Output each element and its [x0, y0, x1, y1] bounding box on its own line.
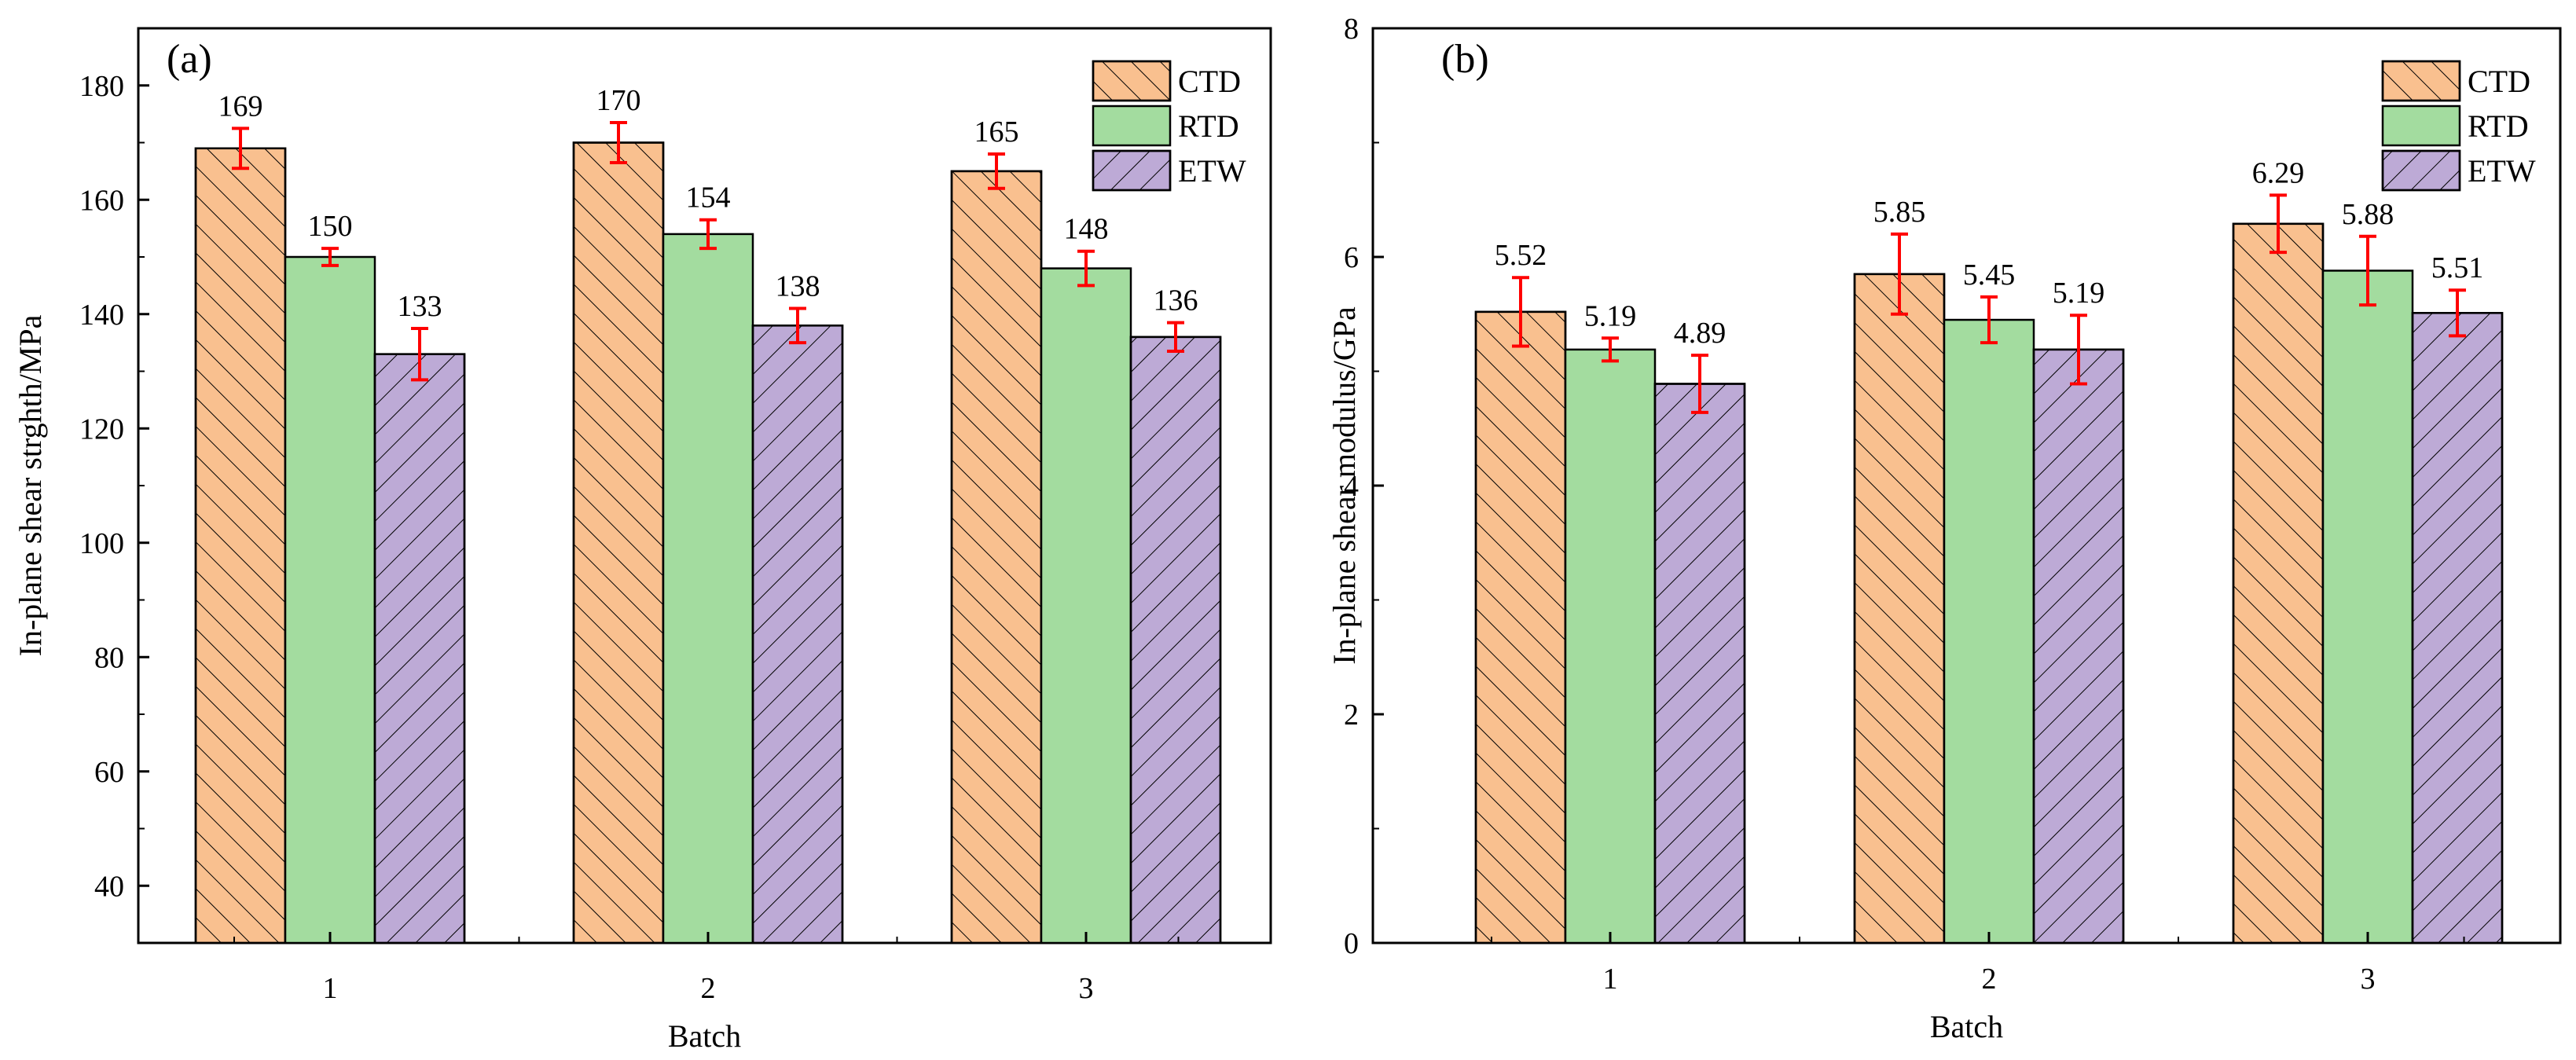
- value-label-etw-batch-2: 5.19: [2053, 277, 2105, 310]
- bar-hatch-etw-batch-2: [751, 325, 844, 944]
- y-tick-label: 8: [1344, 13, 1359, 46]
- y-tick-label: 4: [1344, 470, 1359, 503]
- y-tick-label: 120: [79, 413, 124, 446]
- bar-rtd-batch-3: [1040, 267, 1132, 944]
- y-axis-title: In-plane shear modulus/GPa: [1327, 306, 1362, 665]
- legend-label-ctd: CTD: [2468, 64, 2530, 99]
- y-tick-label: 40: [94, 870, 124, 903]
- bar-hatch-ctd-batch-1: [194, 147, 287, 944]
- bar-hatch-etw-batch-3: [1129, 336, 1222, 944]
- value-label-rtd-batch-2: 5.45: [1963, 259, 2016, 292]
- x-tick-label: 3: [1079, 972, 1094, 1005]
- chart-panel-a: 40 60 80 100 120 140 160 180 169 150 133 1 170 154 138…: [13, 27, 1272, 1054]
- legend-label-etw: ETW: [2468, 153, 2536, 189]
- value-label-etw-batch-3: 5.51: [2431, 251, 2484, 284]
- value-label-ctd-batch-2: 5.85: [1873, 196, 1926, 229]
- chart-panel-b: 0 2 4 6 8 5.52 5.19 4.89 1 5.85 5.45 5.19 2 6.29 5.88 5…: [1327, 13, 2562, 1044]
- value-label-ctd-batch-1: 5.52: [1495, 239, 1547, 272]
- value-label-etw-batch-2: 138: [776, 270, 820, 303]
- legend-label-etw: ETW: [1178, 153, 1246, 189]
- bar-hatch-etw-batch-3: [2411, 312, 2504, 944]
- value-label-rtd-batch-1: 5.19: [1584, 299, 1637, 332]
- value-label-etw-batch-1: 4.89: [1674, 317, 1727, 350]
- value-label-ctd-batch-1: 169: [218, 90, 263, 123]
- y-tick-label: 0: [1344, 927, 1359, 960]
- value-label-rtd-batch-2: 154: [686, 182, 731, 215]
- x-tick-label: 1: [1603, 963, 1618, 996]
- bar-hatch-ctd-batch-2: [1853, 273, 1946, 944]
- x-tick-label: 1: [323, 972, 338, 1005]
- x-tick-label: 3: [2361, 963, 2376, 996]
- value-label-rtd-batch-1: 150: [308, 210, 353, 243]
- value-label-ctd-batch-3: 165: [974, 116, 1019, 149]
- legend-label-rtd: RTD: [1178, 108, 1239, 144]
- bar-rtd-batch-1: [1564, 348, 1657, 944]
- value-label-etw-batch-3: 136: [1154, 284, 1198, 317]
- x-axis-title: Batch: [668, 1018, 741, 1054]
- y-tick-label: 100: [79, 527, 124, 560]
- bar-hatch-ctd-batch-3: [950, 170, 1043, 944]
- panel-label: (b): [1441, 37, 1489, 82]
- legend-swatch-hatch-ctd: [2381, 60, 2461, 102]
- y-tick-label: 180: [79, 70, 124, 103]
- bar-rtd-batch-2: [1943, 318, 2035, 944]
- value-label-etw-batch-1: 133: [398, 290, 442, 323]
- legend-label-ctd: CTD: [1178, 64, 1241, 99]
- y-tick-label: 140: [79, 299, 124, 332]
- y-tick-label: 6: [1344, 241, 1359, 274]
- legend-swatch-hatch-ctd: [1092, 60, 1172, 102]
- bar-hatch-ctd-batch-1: [1474, 310, 1567, 944]
- legend-swatch-hatch-etw: [2381, 149, 2461, 192]
- x-axis-title: Batch: [1930, 1009, 2003, 1044]
- bar-hatch-ctd-batch-2: [572, 141, 665, 944]
- bar-hatch-etw-batch-1: [373, 353, 466, 944]
- value-label-ctd-batch-2: 170: [596, 84, 641, 117]
- bar-rtd-batch-1: [284, 255, 376, 944]
- value-label-rtd-batch-3: 148: [1064, 213, 1109, 246]
- y-tick-label: 2: [1344, 699, 1359, 732]
- y-tick-label: 60: [94, 756, 124, 789]
- legend-swatch-rtd: [1092, 105, 1172, 147]
- bar-rtd-batch-2: [662, 233, 754, 944]
- bar-rtd-batch-3: [2321, 270, 2414, 944]
- panel-label: (a): [167, 37, 212, 82]
- legend-swatch-hatch-etw: [1092, 149, 1172, 192]
- legend-swatch-rtd: [2381, 105, 2461, 147]
- y-axis-title: In-plane shear strghth/MPa: [13, 314, 48, 656]
- bar-hatch-etw-batch-1: [1653, 383, 1746, 944]
- value-label-rtd-batch-3: 5.88: [2342, 198, 2394, 231]
- value-label-ctd-batch-3: 6.29: [2252, 156, 2305, 189]
- bar-hatch-ctd-batch-3: [2232, 222, 2325, 944]
- x-tick-label: 2: [701, 972, 716, 1005]
- x-tick-label: 2: [1982, 963, 1997, 996]
- bar-hatch-etw-batch-2: [2032, 348, 2125, 944]
- legend-label-rtd: RTD: [2468, 108, 2529, 144]
- y-tick-label: 160: [79, 184, 124, 217]
- y-tick-label: 80: [94, 641, 124, 674]
